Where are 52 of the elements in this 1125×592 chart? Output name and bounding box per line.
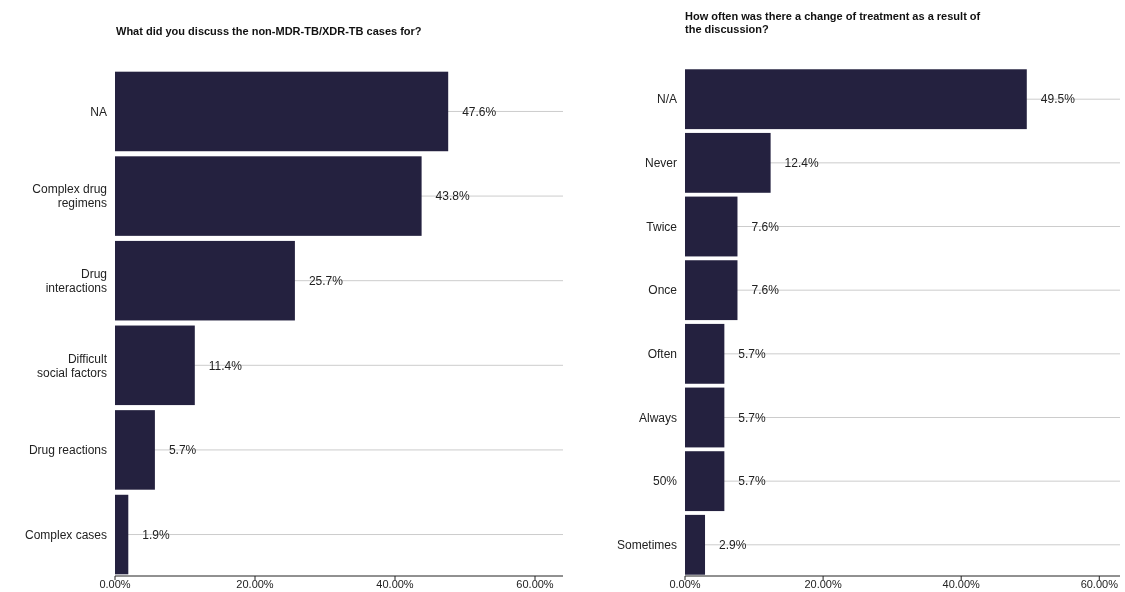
- chart-title: How often was there a change of treatment as a result of the discussion?: [685, 10, 981, 35]
- x-tick-label: 0.00%: [99, 578, 131, 590]
- y-tick-label: Once: [648, 283, 678, 298]
- bar: [685, 387, 725, 448]
- x-tick-label: 60.00%: [516, 578, 554, 590]
- x-tick-label: 20.00%: [804, 578, 842, 590]
- y-tick-label: Often: [647, 347, 677, 362]
- bar: [685, 69, 1027, 130]
- x-tick-label: 0.00%: [669, 578, 701, 590]
- y-tick-label: Drug reactions: [28, 443, 107, 458]
- data-label: 12.4%: [784, 156, 819, 171]
- bar: [115, 325, 195, 406]
- bar: [685, 451, 725, 512]
- y-tick-label: Complex cases: [24, 527, 107, 542]
- y-tick-label: Never: [644, 156, 677, 171]
- data-label: 43.8%: [435, 189, 470, 204]
- data-label: 7.6%: [751, 283, 780, 298]
- x-tick-label: 40.00%: [942, 578, 981, 590]
- data-label: 1.9%: [142, 527, 170, 542]
- bar: [685, 323, 725, 384]
- bar: [115, 494, 129, 575]
- bar: [115, 240, 295, 321]
- data-label: 5.7%: [738, 474, 767, 489]
- y-tick-label: 50%: [652, 474, 678, 489]
- data-label: 5.7%: [738, 410, 767, 425]
- data-label: 5.7%: [738, 347, 767, 362]
- bar: [685, 514, 706, 575]
- bar: [685, 132, 771, 193]
- bar: [685, 196, 738, 257]
- data-label: 2.9%: [719, 538, 747, 553]
- x-tick-label: 40.00%: [376, 578, 414, 590]
- data-label: 7.6%: [751, 219, 780, 234]
- data-label: 11.4%: [208, 358, 243, 373]
- x-tick-label: 20.00%: [236, 578, 274, 590]
- y-tick-label: NA: [90, 104, 107, 119]
- y-tick-label: Drug interactions: [45, 266, 107, 295]
- data-label: 25.7%: [308, 273, 344, 288]
- data-label: 47.6%: [462, 104, 497, 119]
- y-tick-label: Sometimes: [616, 538, 677, 553]
- bar: [685, 260, 738, 321]
- data-label: 49.5%: [1040, 92, 1076, 107]
- y-tick-label: Difficult social factors: [36, 351, 108, 380]
- bar: [115, 71, 449, 152]
- y-tick-label: Always: [638, 410, 677, 425]
- chart-title: What did you discuss the non-MDR-TB/XDR-TB cases for?: [116, 25, 422, 37]
- y-tick-label: N/A: [656, 92, 677, 107]
- y-tick-label: Twice: [646, 219, 678, 234]
- bar: [115, 410, 155, 490]
- y-tick-label: Complex drug regimens: [32, 182, 107, 211]
- x-tick-label: 60.00%: [1080, 578, 1119, 590]
- data-label: 5.7%: [168, 443, 197, 458]
- bar: [115, 156, 422, 236]
